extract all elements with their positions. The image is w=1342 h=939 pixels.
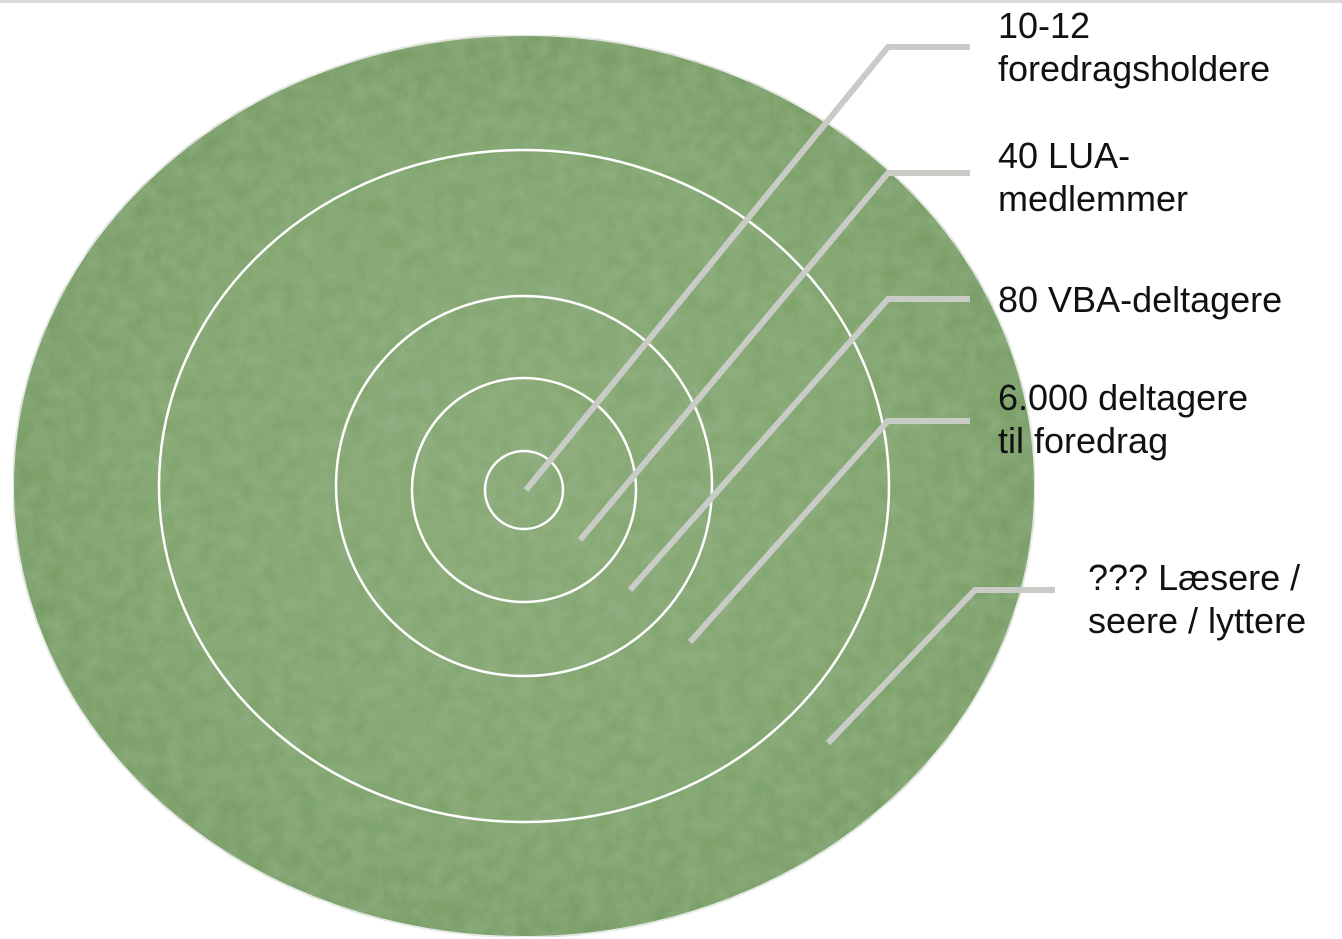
ring-outer-readers xyxy=(12,34,1036,938)
leader-line-readers xyxy=(825,587,1055,746)
ring-lecture-participants xyxy=(157,148,891,824)
label-lua-members: 40 LUA- medlemmer xyxy=(998,135,1189,219)
leader-line-speakers xyxy=(523,44,970,492)
label-readers: ??? Læsere / seere / lyttere xyxy=(1088,557,1307,641)
ring-speakers xyxy=(483,449,565,531)
label-speakers: 10-12 foredragsholdere xyxy=(998,5,1271,89)
leader-line-vba-participants xyxy=(627,296,970,592)
slide-top-border xyxy=(0,0,1342,3)
leader-line-lecture-participants xyxy=(687,418,970,645)
ring-vba-participants xyxy=(334,294,714,678)
leader-line-lua-members xyxy=(577,170,970,542)
label-vba-participants: 80 VBA-deltagere xyxy=(998,279,1283,320)
label-lecture-participants: 6.000 deltagere til foredrag xyxy=(998,377,1249,461)
ring-lua-members xyxy=(410,376,638,604)
